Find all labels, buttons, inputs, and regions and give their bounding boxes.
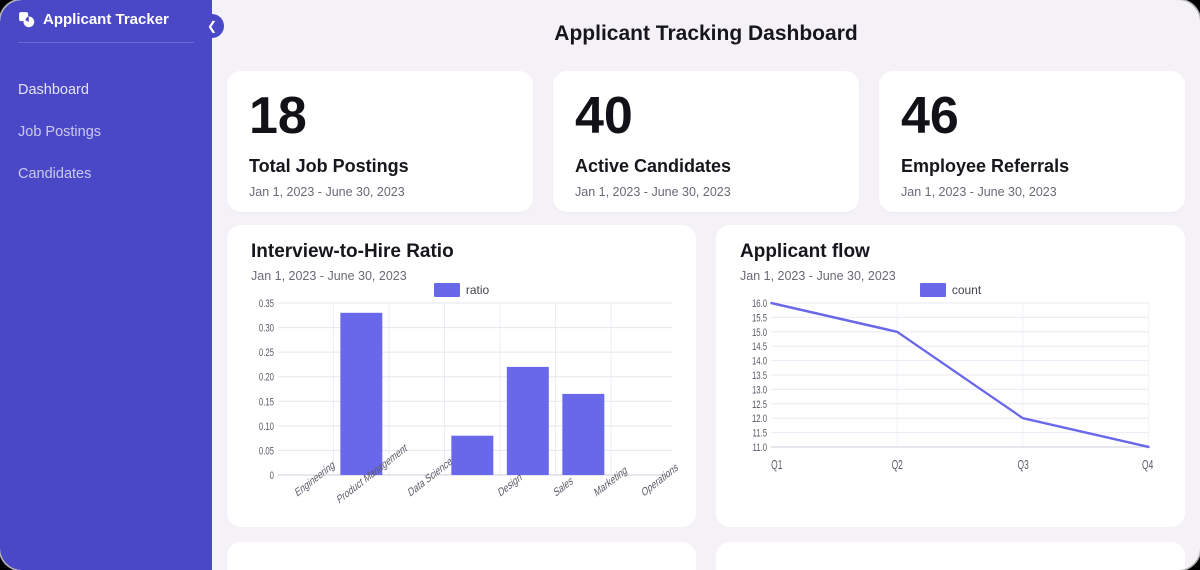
- svg-text:Q3: Q3: [1018, 458, 1029, 472]
- svg-text:11.0: 11.0: [753, 442, 768, 455]
- svg-text:Sales: Sales: [553, 475, 575, 500]
- svg-text:Data Science: Data Science: [407, 455, 454, 500]
- svg-text:11.5: 11.5: [753, 427, 768, 440]
- svg-text:14.0: 14.0: [752, 355, 768, 368]
- svg-text:0: 0: [270, 470, 275, 483]
- svg-text:0.35: 0.35: [259, 298, 275, 311]
- svg-text:15.5: 15.5: [752, 312, 768, 325]
- svg-text:15.0: 15.0: [752, 326, 768, 339]
- svg-text:0.25: 0.25: [259, 347, 275, 360]
- svg-text:0.20: 0.20: [259, 371, 275, 384]
- svg-text:Q1: Q1: [771, 458, 782, 472]
- svg-text:0.30: 0.30: [259, 322, 275, 335]
- svg-text:13.0: 13.0: [752, 384, 768, 397]
- svg-text:Engineering: Engineering: [294, 459, 337, 501]
- svg-text:12.5: 12.5: [752, 398, 768, 411]
- svg-text:Q4: Q4: [1142, 458, 1153, 472]
- svg-text:Operations: Operations: [641, 461, 680, 500]
- svg-text:12.0: 12.0: [752, 413, 768, 426]
- svg-text:16.0: 16.0: [752, 298, 768, 311]
- svg-text:0.15: 0.15: [259, 396, 275, 409]
- svg-text:13.5: 13.5: [752, 370, 768, 383]
- svg-text:0.05: 0.05: [259, 445, 275, 458]
- svg-text:Q2: Q2: [892, 458, 903, 472]
- svg-text:0.10: 0.10: [259, 421, 275, 434]
- svg-text:14.5: 14.5: [752, 341, 768, 354]
